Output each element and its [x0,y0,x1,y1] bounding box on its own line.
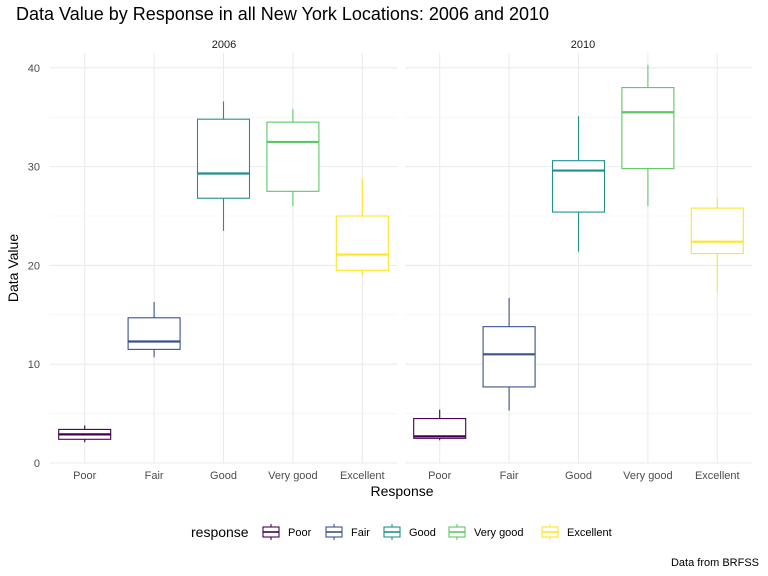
box-very-good [266,109,320,207]
x-tick-label: Fair [145,470,164,482]
facet-panel-2010: 2010 Poor Fair Good Very good Excellent [405,39,752,482]
box-fair [127,301,181,358]
box-fair [482,298,536,411]
x-tick-label: Excellent [695,470,740,482]
x-axis-title: Response [370,483,433,499]
x-tick-label: Good [210,470,237,482]
box-body [551,160,606,213]
legend: response Poor Fair Good Very good Excellent [191,524,612,540]
legend-item-good: Good [383,524,436,540]
box-body [690,207,744,255]
y-tick-label: 30 [28,162,40,174]
legend-item-poor: Poor [262,524,312,540]
legend-item-very-good: Very good [448,524,524,540]
x-tick-label: Poor [73,470,97,482]
x-tick-label: Poor [428,470,452,482]
box-body [196,118,251,199]
box-body [266,121,320,192]
facet-strip-label: 2010 [571,39,595,51]
box-body [127,317,181,350]
y-tick-label: 10 [28,359,40,371]
legend-label: Very good [474,527,524,539]
box-excellent [690,198,744,293]
chart-title: Data Value by Response in all New York L… [16,4,549,24]
box-body [482,326,536,388]
legend-label: Poor [288,527,312,539]
legend-label: Fair [351,527,370,539]
y-tick-label: 40 [28,63,40,75]
box-body [413,417,467,439]
facet-panel-2006: 2006 0 10 20 30 40 Poor Fair Good Very good Excell… [28,39,397,482]
x-tick-label: Excellent [340,470,385,482]
x-tick-label: Fair [500,470,519,482]
legend-label: Excellent [567,527,612,539]
box-body [335,215,389,271]
legend-item-fair: Fair [325,524,370,540]
legend-label: Good [409,527,436,539]
x-tick-label: Very good [268,470,318,482]
legend-title: response [191,524,249,540]
box-good [551,116,606,252]
chart-caption: Data from BRFSS [671,557,759,569]
box-very-good [621,64,675,207]
y-axis-title: Data Value [5,234,21,302]
x-tick-label: Very good [623,470,673,482]
facet-strip-label: 2006 [212,39,236,51]
x-tick-label: Good [565,470,592,482]
box-excellent [335,178,389,276]
box-poor [58,425,112,443]
box-body [621,87,675,170]
y-tick-label: 0 [34,458,40,470]
box-poor [413,409,467,441]
box-good [196,101,251,231]
legend-item-excellent: Excellent [541,524,612,540]
y-tick-label: 20 [28,260,40,272]
